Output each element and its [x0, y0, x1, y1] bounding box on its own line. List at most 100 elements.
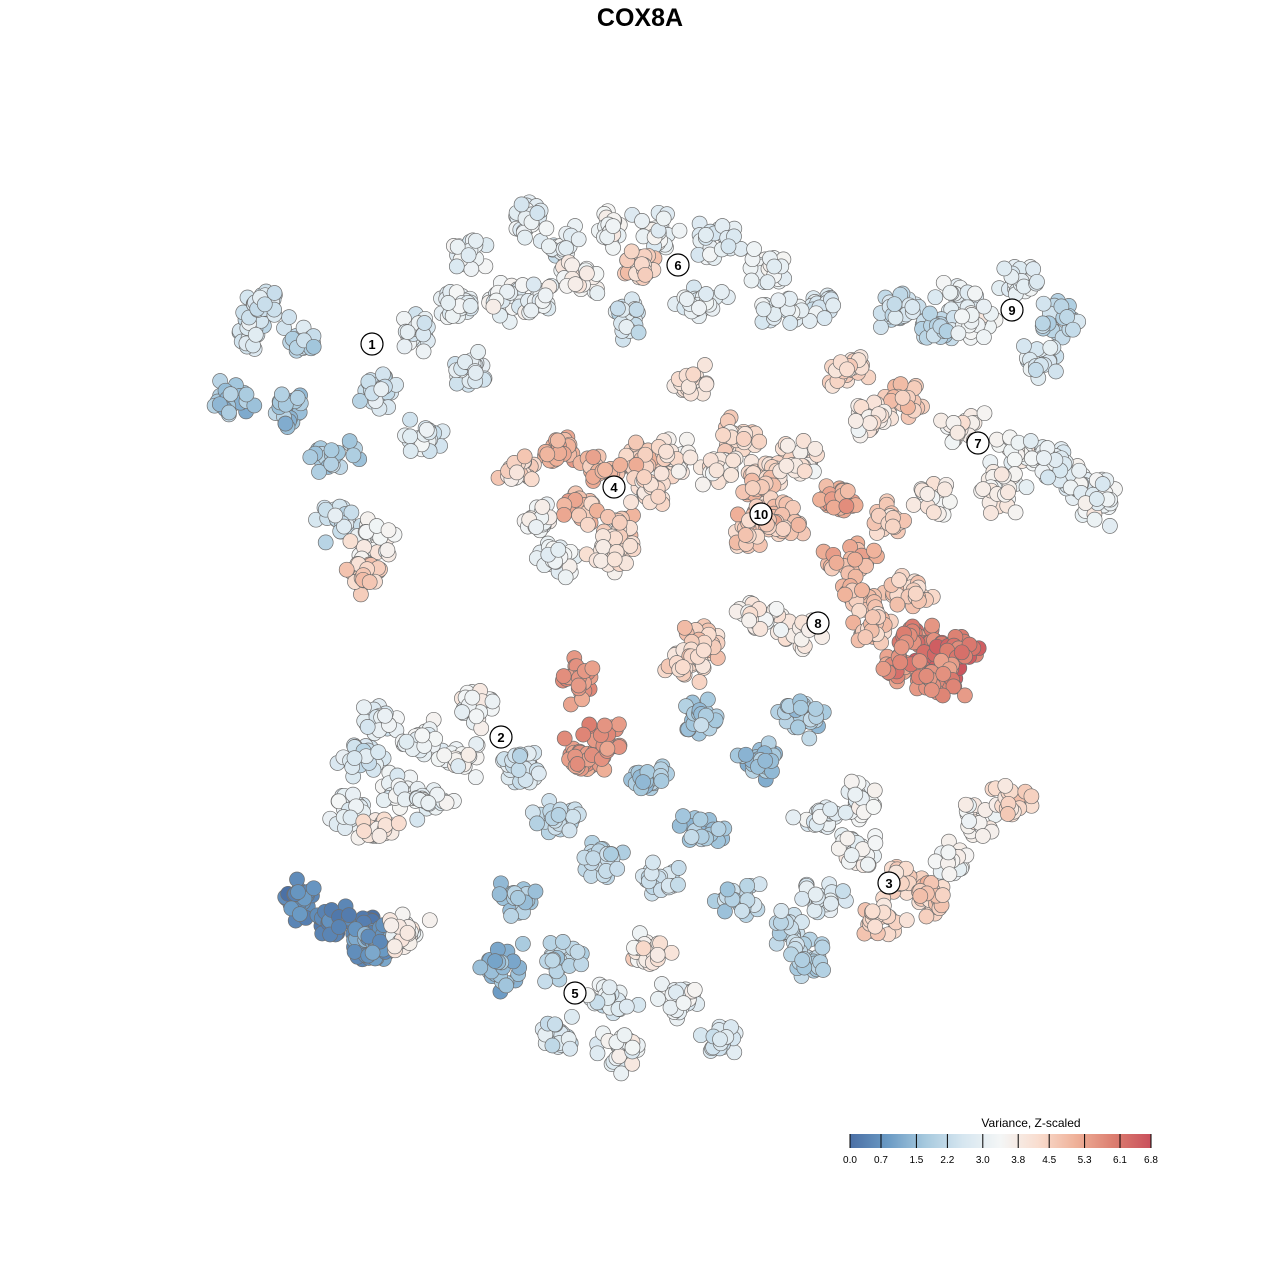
cell-point	[634, 213, 650, 229]
cell-point	[893, 639, 910, 656]
cell-point	[575, 726, 592, 743]
cell-point	[238, 386, 255, 403]
cell-point	[1007, 504, 1024, 521]
cell-point	[523, 302, 540, 319]
cell-point	[454, 704, 470, 720]
legend-colorbar	[850, 1134, 1151, 1148]
cell-point	[371, 828, 388, 844]
cell-point	[628, 434, 644, 451]
cell-point	[1022, 433, 1039, 449]
cell-point	[418, 421, 435, 438]
cell-point	[825, 297, 842, 314]
legend-tick-label: 1.5	[909, 1155, 923, 1166]
cell-point	[570, 677, 587, 694]
cell-point	[457, 354, 473, 370]
cell-point	[891, 572, 907, 588]
cell-point	[302, 449, 319, 466]
cell-point	[622, 538, 639, 554]
cell-point	[557, 569, 574, 586]
cell-point	[1086, 511, 1103, 528]
cell-point	[693, 717, 710, 733]
cell-point	[941, 866, 958, 883]
cell-point	[847, 551, 863, 568]
cell-point	[918, 908, 935, 925]
cell-point	[356, 699, 372, 716]
cell-point	[843, 773, 860, 790]
cell-point	[695, 476, 711, 493]
cluster-label-7: 7	[966, 431, 990, 455]
cell-point	[530, 765, 547, 782]
cell-point	[1035, 295, 1052, 312]
cell-point	[346, 750, 363, 766]
cell-point	[402, 411, 418, 428]
cell-point	[934, 887, 951, 903]
cell-point	[399, 324, 416, 340]
cell-point	[503, 908, 519, 924]
cell-point	[734, 903, 750, 919]
cell-point	[961, 813, 977, 830]
cell-point	[534, 499, 551, 515]
cell-point	[867, 918, 883, 935]
cell-point	[796, 463, 813, 480]
cell-point	[345, 447, 362, 464]
cell-point	[697, 357, 713, 373]
cell-point	[341, 433, 358, 449]
cell-point	[510, 890, 526, 906]
cell-point	[593, 552, 609, 569]
cell-point	[421, 912, 438, 929]
cell-point	[564, 257, 580, 274]
cluster-label-text: 3	[885, 876, 892, 891]
cell-point	[1016, 338, 1032, 354]
cell-point	[698, 376, 715, 393]
cell-point	[713, 284, 730, 300]
cluster-label-4: 4	[602, 475, 626, 499]
cell-point	[835, 883, 851, 899]
cell-point	[317, 534, 334, 551]
cell-point	[399, 924, 416, 941]
cell-point	[611, 716, 627, 733]
cell-point	[415, 343, 432, 360]
cell-point	[637, 266, 654, 283]
cell-point	[976, 405, 993, 422]
cluster-label-text: 1	[368, 337, 375, 352]
cell-point	[837, 804, 854, 821]
cell-point	[570, 231, 587, 248]
cell-point	[637, 446, 654, 463]
cluster-label-text: 10	[754, 507, 768, 522]
cell-point	[940, 844, 957, 861]
cell-point	[768, 600, 785, 617]
cell-point	[416, 315, 433, 331]
cell-point	[957, 796, 974, 813]
cell-point	[1071, 462, 1088, 479]
cell-point	[782, 315, 799, 331]
cell-point	[562, 1040, 578, 1057]
legend-tick-label: 2.2	[940, 1155, 954, 1166]
cell-point	[289, 390, 306, 406]
cell-point	[847, 786, 864, 803]
cell-point	[564, 1008, 580, 1025]
cell-point	[499, 283, 516, 300]
cell-point	[865, 799, 882, 815]
cell-point	[953, 644, 970, 661]
cell-point	[739, 877, 756, 894]
cell-point	[794, 952, 811, 968]
cell-point	[682, 449, 699, 466]
cell-point	[550, 541, 567, 558]
legend-tick-label: 6.8	[1144, 1155, 1158, 1166]
cell-point	[323, 442, 340, 459]
cell-point	[601, 979, 618, 996]
cell-point	[247, 326, 264, 343]
cell-point	[527, 883, 544, 900]
cell-point	[1040, 469, 1056, 486]
cell-point	[670, 463, 687, 480]
cell-point	[685, 366, 702, 383]
cell-point	[569, 943, 586, 960]
cell-point	[866, 542, 882, 559]
cell-point	[662, 999, 679, 1016]
cell-point	[807, 440, 824, 457]
cell-point	[292, 906, 308, 922]
cell-point	[561, 822, 578, 839]
cell-point	[650, 991, 666, 1007]
cell-point	[584, 660, 601, 677]
cell-point	[1088, 491, 1105, 507]
